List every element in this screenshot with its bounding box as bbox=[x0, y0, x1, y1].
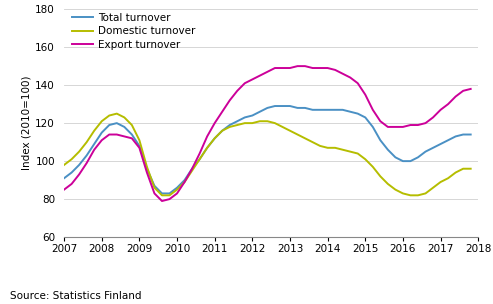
Export turnover bbox=[460, 89, 466, 93]
Export turnover bbox=[294, 64, 300, 68]
Export turnover bbox=[137, 146, 142, 150]
Total turnover bbox=[61, 176, 67, 180]
Domestic turnover bbox=[174, 188, 180, 192]
Domestic turnover bbox=[114, 112, 120, 116]
Line: Domestic turnover: Domestic turnover bbox=[64, 114, 471, 195]
Export turnover bbox=[438, 108, 444, 112]
Domestic turnover bbox=[159, 194, 165, 197]
Total turnover bbox=[167, 192, 173, 195]
Export turnover bbox=[159, 199, 165, 203]
Domestic turnover bbox=[227, 125, 233, 129]
Y-axis label: Index (2010=100): Index (2010=100) bbox=[21, 76, 31, 170]
Total turnover bbox=[159, 192, 165, 195]
Total turnover bbox=[438, 142, 444, 146]
Export turnover bbox=[219, 110, 225, 114]
Total turnover bbox=[137, 144, 142, 148]
Legend: Total turnover, Domestic turnover, Export turnover: Total turnover, Domestic turnover, Expor… bbox=[68, 9, 200, 54]
Export turnover bbox=[167, 197, 173, 201]
Line: Export turnover: Export turnover bbox=[64, 66, 471, 201]
Total turnover bbox=[219, 129, 225, 133]
Domestic turnover bbox=[106, 114, 112, 117]
Domestic turnover bbox=[468, 167, 474, 171]
Text: Source: Statistics Finland: Source: Statistics Finland bbox=[10, 291, 141, 301]
Export turnover bbox=[106, 133, 112, 136]
Total turnover bbox=[272, 104, 278, 108]
Domestic turnover bbox=[438, 180, 444, 184]
Total turnover bbox=[468, 133, 474, 136]
Total turnover bbox=[460, 133, 466, 136]
Domestic turnover bbox=[61, 163, 67, 167]
Export turnover bbox=[468, 87, 474, 91]
Export turnover bbox=[61, 188, 67, 192]
Domestic turnover bbox=[460, 167, 466, 171]
Line: Total turnover: Total turnover bbox=[64, 106, 471, 193]
Domestic turnover bbox=[144, 165, 150, 169]
Total turnover bbox=[106, 123, 112, 127]
